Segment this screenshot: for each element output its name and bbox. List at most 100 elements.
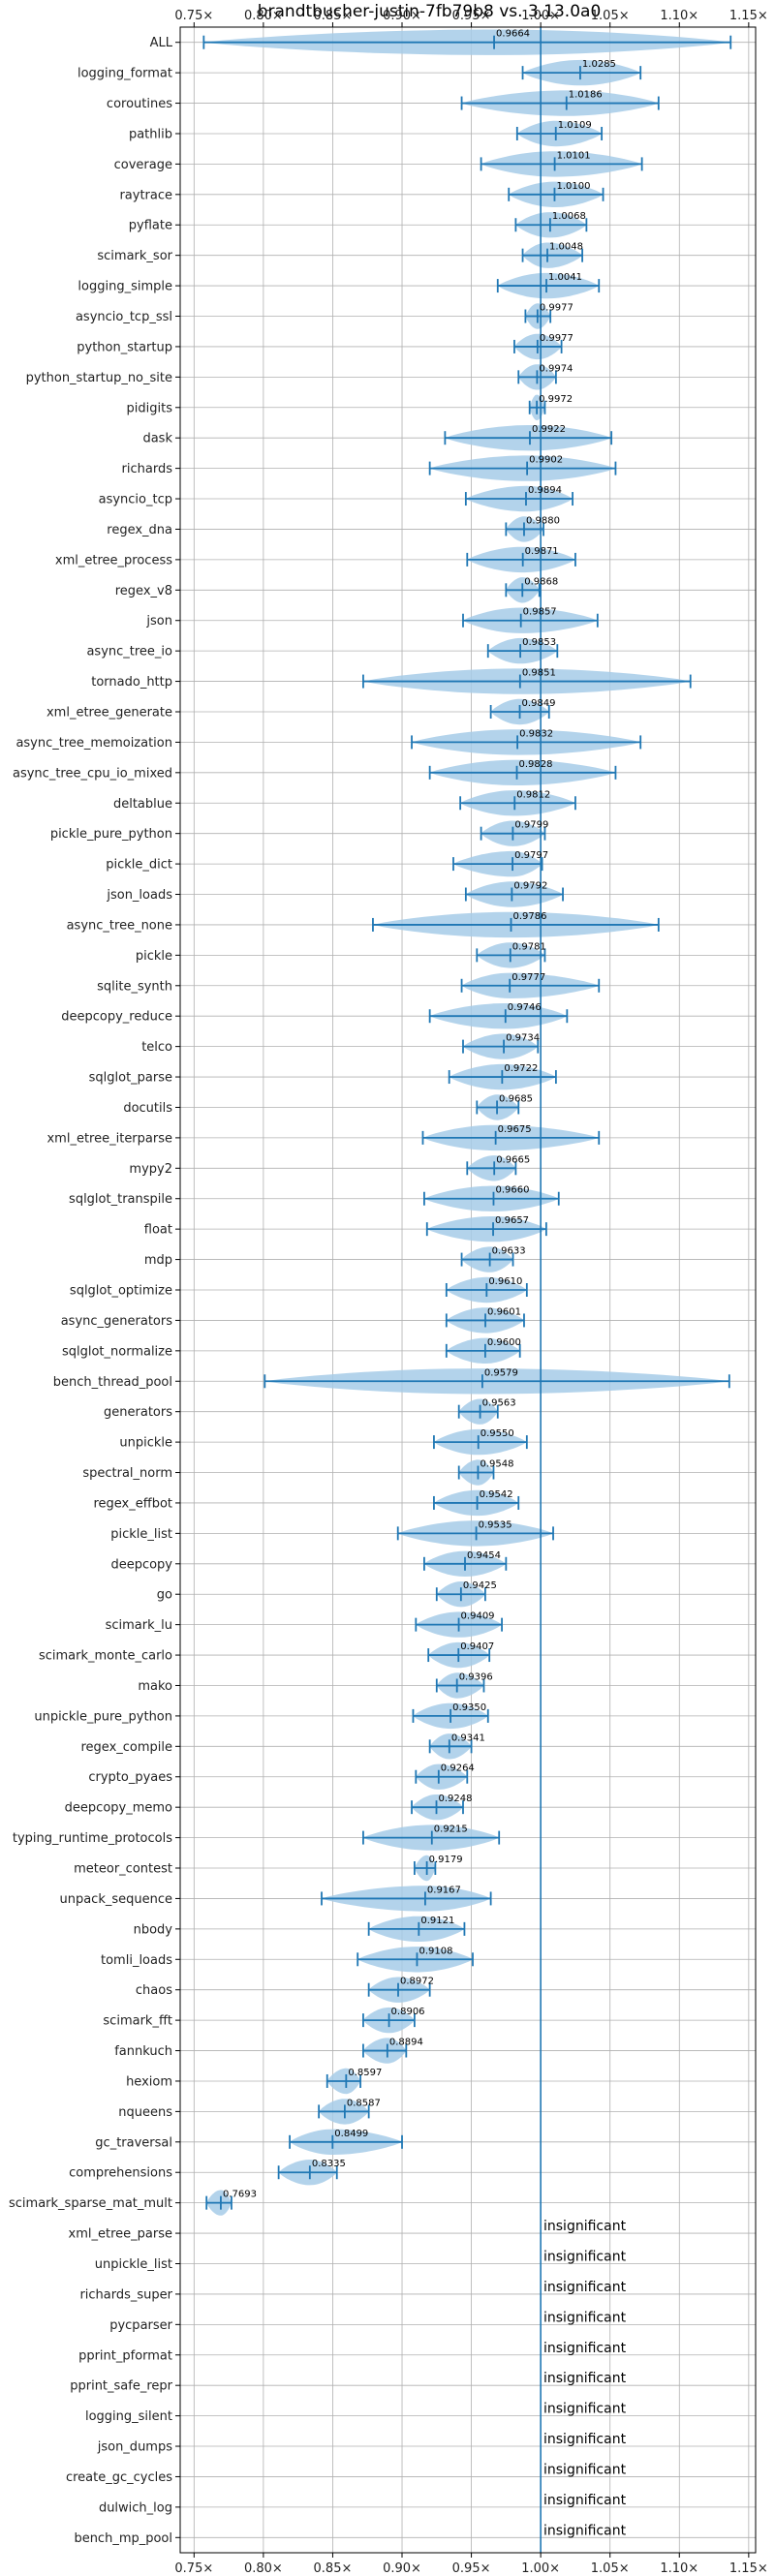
category-label: xml_etree_generate	[46, 705, 172, 720]
chart-title: brandtbucher-justin-7fb79b8 vs. 3.13.0a0	[258, 2, 602, 21]
value-label: 0.9812	[516, 789, 550, 800]
category-label: scimark_sparse_mat_mult	[9, 2196, 172, 2211]
category-label: telco	[141, 1040, 172, 1055]
category-label: logging_silent	[85, 2409, 172, 2424]
category-label: raytrace	[119, 188, 172, 202]
value-label: 0.8597	[348, 2068, 382, 2078]
value-label: 0.8906	[391, 2007, 425, 2017]
category-label: async_tree_cpu_io_mixed	[13, 766, 172, 781]
value-label: 0.9675	[498, 1124, 532, 1135]
value-label: 0.8499	[334, 2129, 368, 2139]
category-label: regex_dna	[107, 523, 172, 537]
category-label: coroutines	[107, 97, 172, 111]
insignificant-label: insignificant	[543, 2371, 627, 2386]
x-tick-label-top: 0.80×	[244, 9, 283, 23]
value-label: 0.9922	[532, 424, 566, 435]
value-label: 0.9600	[487, 1337, 521, 1348]
category-label: deltablue	[113, 797, 172, 812]
category-label: pickle_list	[110, 1527, 172, 1542]
category-label: chaos	[136, 1983, 172, 1998]
category-label: json_dumps	[97, 2440, 172, 2455]
value-label: 0.9167	[427, 1885, 461, 1895]
value-label: 0.9264	[441, 1763, 475, 1774]
value-label: 0.9902	[529, 455, 563, 466]
category-label: pycparser	[109, 2318, 172, 2333]
value-label: 0.9894	[528, 485, 562, 496]
value-label: 1.0048	[549, 242, 583, 253]
x-tick-label-bottom: 1.10×	[660, 2561, 698, 2576]
insignificant-label: insignificant	[543, 2310, 627, 2325]
value-label: 0.9579	[484, 1367, 518, 1378]
value-label: 0.9746	[508, 1002, 542, 1013]
category-label: mako	[138, 1679, 172, 1694]
category-label: scimark_lu	[106, 1618, 172, 1633]
value-label: 0.9977	[540, 333, 574, 344]
value-label: 0.9857	[523, 607, 557, 618]
value-label: 0.9563	[482, 1398, 516, 1409]
category-label: json_loads	[106, 888, 172, 903]
category-label: python_startup_no_site	[26, 371, 172, 385]
value-label: 0.9828	[519, 759, 553, 770]
value-label: 0.9868	[524, 576, 558, 587]
value-label: 0.9548	[480, 1459, 513, 1470]
category-label: logging_simple	[78, 280, 172, 294]
category-label: dulwich_log	[99, 2500, 172, 2515]
category-label: pickle_pure_python	[50, 827, 172, 842]
category-label: float	[144, 1223, 172, 1238]
value-label: 0.9542	[480, 1489, 513, 1500]
x-tick-label-top: 1.15×	[729, 9, 768, 23]
x-tick-label-top: 0.85×	[314, 9, 353, 23]
x-tick-label-bottom: 0.95×	[452, 2561, 491, 2576]
violins	[203, 29, 731, 2216]
value-label: 1.0068	[552, 211, 586, 222]
x-tick-label-top: 0.90×	[383, 9, 421, 23]
value-label: 0.9407	[460, 1641, 494, 1652]
value-label: 0.8335	[312, 2159, 346, 2169]
value-label: 0.9797	[514, 850, 548, 861]
category-label: json	[145, 614, 172, 629]
category-label: async_generators	[61, 1314, 173, 1329]
value-label: 0.9786	[513, 911, 547, 922]
value-label: 0.9396	[459, 1671, 493, 1682]
insignificant-label: insignificant	[543, 2402, 627, 2417]
category-label: unpack_sequence	[59, 1892, 172, 1907]
value-label: 0.9341	[451, 1733, 485, 1743]
value-label: 0.9722	[504, 1063, 538, 1074]
category-label: scimark_monte_carlo	[39, 1649, 172, 1664]
value-label: 0.9880	[526, 515, 560, 526]
category-label: tornado_http	[91, 675, 172, 690]
category-label: async_tree_memoization	[16, 736, 172, 751]
category-label: pidigits	[127, 401, 173, 415]
x-tick-label-bottom: 1.05×	[591, 2561, 630, 2576]
value-label: 1.0109	[558, 120, 592, 131]
category-label: async_tree_io	[86, 645, 172, 659]
value-label: 0.9851	[522, 668, 556, 679]
category-label: pprint_pformat	[78, 2348, 172, 2363]
value-label: 0.9871	[525, 546, 559, 557]
category-label: mypy2	[129, 1162, 172, 1177]
category-label: ALL	[150, 36, 173, 50]
value-label: 1.0101	[557, 150, 591, 161]
insignificant-label: insignificant	[543, 2219, 627, 2234]
value-label: 0.9108	[418, 1946, 452, 1956]
category-label: sqlglot_normalize	[62, 1344, 172, 1359]
value-label: 0.8894	[389, 2038, 423, 2048]
value-label: 1.0186	[569, 90, 603, 101]
x-tick-label-bottom: 0.80×	[244, 2561, 283, 2576]
value-label: 0.9454	[467, 1550, 501, 1561]
value-label: 1.0041	[548, 272, 582, 283]
value-label: 0.9792	[513, 881, 547, 892]
value-label: 0.9657	[495, 1215, 529, 1226]
category-label: gc_traversal	[95, 2135, 172, 2150]
value-label: 0.9535	[479, 1519, 512, 1530]
category-label: python_startup	[77, 340, 172, 354]
labels: 0.75× 0.75× 0.80× 0.80× 0.85× 0.85× 0.90× 0.90×…	[9, 9, 768, 2576]
category-label: spectral_norm	[82, 1466, 172, 1481]
category-label: scimark_fft	[103, 2014, 172, 2029]
category-label: sqlglot_optimize	[70, 1284, 172, 1299]
value-label: 0.9550	[480, 1428, 514, 1439]
value-label: 0.9685	[499, 1093, 533, 1104]
category-label: xml_etree_parse	[69, 2227, 172, 2242]
category-label: pickle_dict	[106, 858, 172, 873]
value-label: 0.9121	[420, 1916, 454, 1926]
